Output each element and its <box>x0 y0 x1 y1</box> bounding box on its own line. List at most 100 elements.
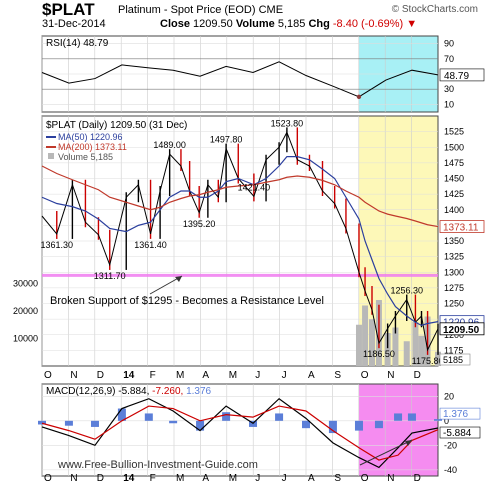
support-arrow-head <box>175 276 182 282</box>
macd-histogram-bar <box>144 413 153 421</box>
month-label-bottom: 14 <box>123 473 135 484</box>
month-label-bottom: S <box>334 473 341 484</box>
month-label-bottom: A <box>202 473 209 484</box>
macd-histogram-bar <box>354 420 363 431</box>
price-annotation: 1395.20 <box>183 219 216 229</box>
price-tick-label: 1450 <box>444 174 464 184</box>
price-annotation: 1421.40 <box>238 182 271 192</box>
macd-histogram-bar <box>407 413 416 421</box>
month-label-top: J <box>282 370 287 381</box>
month-label-bottom: F <box>150 473 156 484</box>
close-value: 1209.50 <box>193 18 233 30</box>
price-tick-label: 1175 <box>444 345 463 355</box>
month-label-top: F <box>150 370 156 381</box>
volume-bar <box>369 319 375 366</box>
ticker-symbol: $PLAT <box>42 0 95 19</box>
rsi-oversold-point <box>356 94 362 100</box>
volume-tick-label: 30000 <box>13 279 38 289</box>
support-note: Broken Support of $1295 - Becomes a Resi… <box>50 295 324 307</box>
macd-histogram-bar <box>275 413 284 421</box>
macd-trend-arrow <box>359 439 413 466</box>
volume-bar <box>418 335 425 366</box>
month-label-bottom: A <box>308 473 315 484</box>
macd-histogram-bar <box>394 413 403 421</box>
rsi-legend: RSI(14) 48.79 <box>46 38 109 49</box>
macd-legend-value: -5.884, <box>118 386 152 397</box>
quote-line: Close 1209.50 Volume 5,185 Chg -8.40 (-0… <box>160 18 417 30</box>
month-label-top: D <box>414 370 421 381</box>
price-line <box>41 131 439 352</box>
macd-value-label: -5.884 <box>443 428 472 439</box>
month-label-top: A <box>202 370 209 381</box>
macd-legend-signal: -7.260, <box>152 386 186 397</box>
signal-line <box>41 405 439 461</box>
price-annotation: 1489.00 <box>153 140 186 150</box>
price-tick-label: 1400 <box>444 205 464 215</box>
volume-bar <box>435 351 441 366</box>
price-value-box <box>439 322 485 336</box>
close-label: Close <box>160 18 190 30</box>
month-label-top: D <box>97 370 104 381</box>
month-label-top: N <box>70 370 77 381</box>
volume-value-label: 5185 <box>443 355 463 365</box>
instrument-name: Platinum - Spot Price (EOD) CME <box>118 4 284 16</box>
macd-line <box>41 397 439 469</box>
price-legend-main: $PLAT (Daily) 1209.50 (31 Dec) <box>46 120 187 131</box>
volume-label: Volume <box>235 18 275 30</box>
rsi-tick-label: 30 <box>444 84 454 94</box>
month-label-bottom: D <box>97 473 104 484</box>
price-annotation: 1256.30 <box>390 286 423 296</box>
month-label-top: A <box>308 370 315 381</box>
volume-bar <box>355 324 362 366</box>
macd-legend-hist: 1.376 <box>186 386 211 397</box>
macd-tick-label: 20 <box>444 391 454 401</box>
macd-histogram-bar <box>374 420 383 429</box>
price-annotation: 1361.30 <box>40 240 73 250</box>
macd-value-label: 1.376 <box>443 409 468 420</box>
macd-trend-arrow-head <box>405 440 412 446</box>
price-annotation: 1311.70 <box>94 271 126 281</box>
chg-label: Chg <box>308 18 330 30</box>
month-label-bottom: D <box>414 473 421 484</box>
price-tick-label: 1350 <box>444 236 464 246</box>
price-tick-label: 1300 <box>444 267 464 277</box>
volume-bar <box>384 333 391 366</box>
rsi-last-label: 48.79 <box>444 71 469 82</box>
volume-tick-label: 20000 <box>13 306 38 316</box>
macd-histogram-bar <box>117 408 126 421</box>
macd-legend: MACD(12,26,9) -5.884, -7.260, 1.376 <box>46 386 212 397</box>
price-annotation: 1497.80 <box>210 135 243 145</box>
month-label-top: M <box>176 370 184 381</box>
macd-histogram-bar <box>328 420 337 434</box>
month-label-top: M <box>229 370 237 381</box>
macd-legend-main: MACD(12,26,9) <box>46 386 118 397</box>
month-label-top: O <box>361 370 369 381</box>
price-value-label: 1209.50 <box>443 325 480 336</box>
price-annotation: 1175.80 <box>412 356 444 366</box>
month-label-top: J <box>255 370 260 381</box>
ma50-line <box>41 156 439 327</box>
price-annotation: 1523.80 <box>271 118 304 128</box>
ma200-line <box>41 165 439 228</box>
price-annotation: 1186.50 <box>363 349 395 359</box>
macd-histogram-bar <box>169 420 178 424</box>
macd-histogram-bar <box>302 420 310 429</box>
macd-tick-label: -40 <box>444 465 457 475</box>
rsi-last-box <box>439 68 485 82</box>
macd-histogram-bar <box>64 420 73 426</box>
watermark: www.Free-Bullion-Investment-Guide.com <box>57 459 258 471</box>
price-value-box <box>439 220 485 233</box>
month-label-bottom: J <box>255 473 260 484</box>
month-label-bottom: O <box>361 473 369 484</box>
macd-tick-label: 0 <box>444 416 449 426</box>
volume-bar <box>392 327 399 366</box>
month-label-bottom: O <box>44 473 52 484</box>
rsi-tick-label: 70 <box>444 54 454 64</box>
price-tick-label: 1425 <box>444 189 464 199</box>
macd-histogram-bar <box>90 420 99 427</box>
volume-bar <box>403 341 410 366</box>
ma50-legend: MA(50) 1220.96 <box>58 132 123 142</box>
volume-bar <box>412 322 419 366</box>
macd-histogram-bar <box>434 419 442 421</box>
